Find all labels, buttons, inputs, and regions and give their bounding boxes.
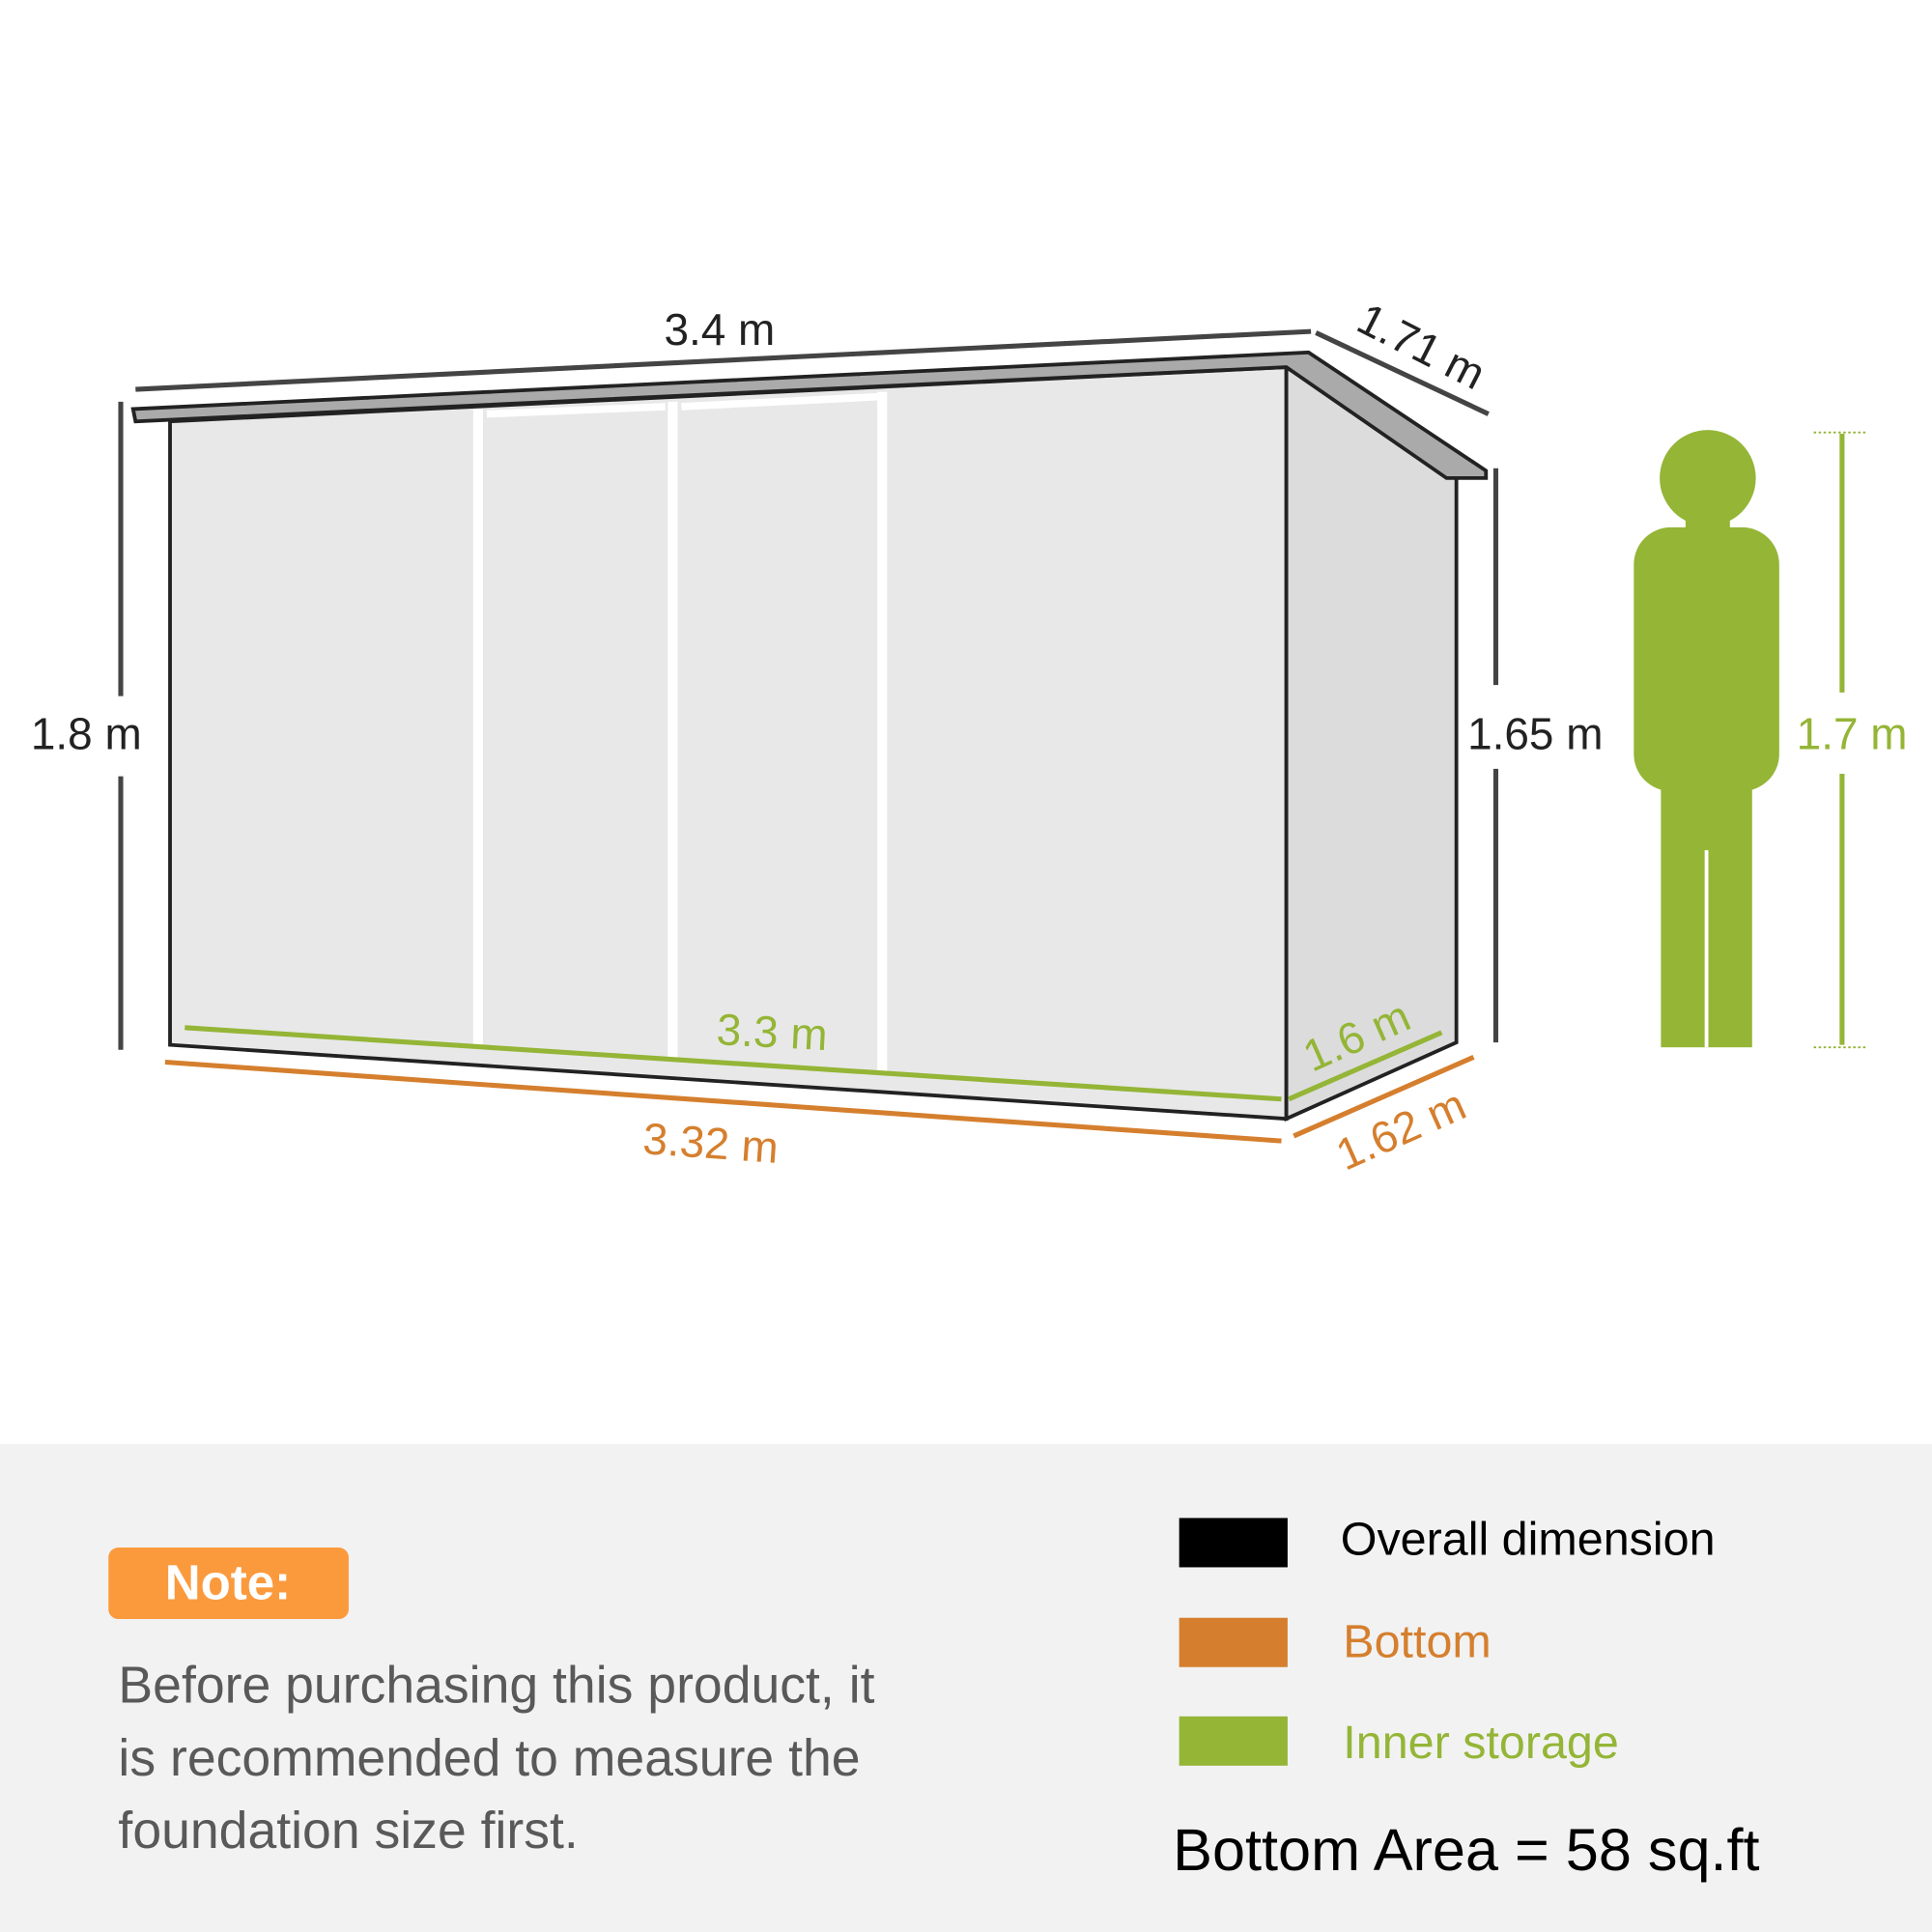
legend-swatch-bottom	[1179, 1617, 1288, 1667]
overall-width-label: 3.4 m	[664, 304, 775, 355]
person-height-label: 1.7 m	[1797, 709, 1908, 759]
bottom-area-text: Bottom Area = 58 sq.ft	[1173, 1817, 1759, 1883]
bottom-depth-line	[1293, 1055, 1475, 1139]
bottom-width-line	[164, 1059, 1282, 1144]
bottom-width-label: 3.32 m	[641, 1113, 781, 1173]
door-top-left	[486, 403, 666, 418]
legend-label-overall: Overall dimension	[1341, 1514, 1716, 1566]
note-badge-label: Note:	[165, 1555, 291, 1610]
person-silhouette-icon	[1634, 430, 1779, 1048]
shed-roof	[130, 350, 1489, 480]
legend-label-bottom: Bottom	[1343, 1616, 1492, 1668]
note-line-3: foundation size first.	[118, 1803, 578, 1860]
inner-width-label: 3.3 m	[716, 1004, 829, 1060]
back-height-label: 1.65 m	[1467, 709, 1603, 759]
note-badge	[108, 1548, 349, 1620]
inner-width-line	[185, 1025, 1282, 1102]
legend-swatch-inner	[1179, 1716, 1288, 1766]
door-top-right	[681, 392, 878, 411]
overall-depth-line	[1315, 330, 1490, 416]
inner-depth-line	[1288, 1030, 1443, 1102]
front-height-label: 1.8 m	[31, 709, 142, 759]
legend-label-inner: Inner storage	[1343, 1717, 1619, 1769]
note-line-2: is recommended to measure the	[118, 1730, 860, 1787]
shed-illustration	[118, 328, 1499, 1144]
overall-width-line	[135, 328, 1312, 392]
legend-swatch-overall	[1179, 1518, 1288, 1568]
note-line-1: Before purchasing this product, it	[118, 1658, 874, 1715]
info-panel	[0, 1443, 1932, 1932]
